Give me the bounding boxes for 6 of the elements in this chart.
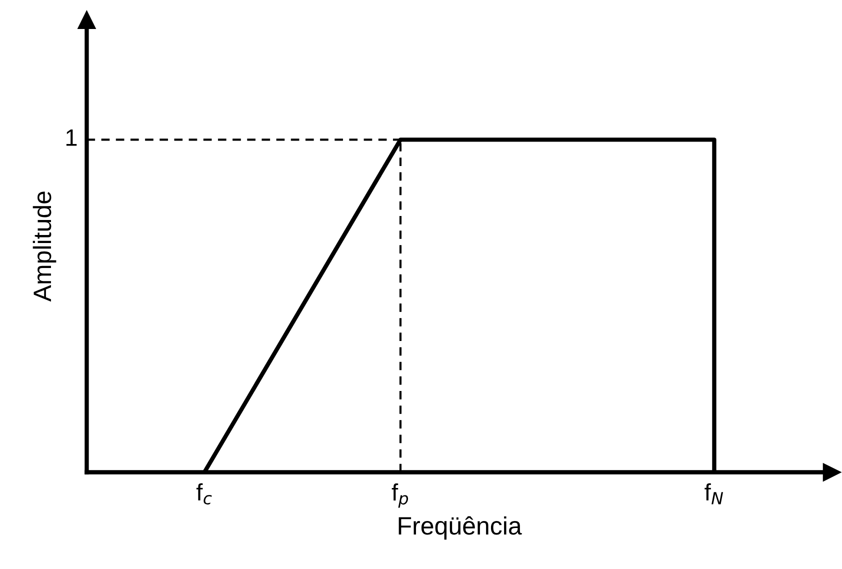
ref-line-label: 1 [66,130,77,146]
x-tick-label: f$_{p}$ [392,483,408,508]
x-tick-label: f$_{N}$ [704,483,724,504]
x-axis-title: Freqüência [398,516,522,540]
x-tick-label: f$_{c}$ [196,483,212,504]
y-axis-title: Amplitude [32,192,56,302]
